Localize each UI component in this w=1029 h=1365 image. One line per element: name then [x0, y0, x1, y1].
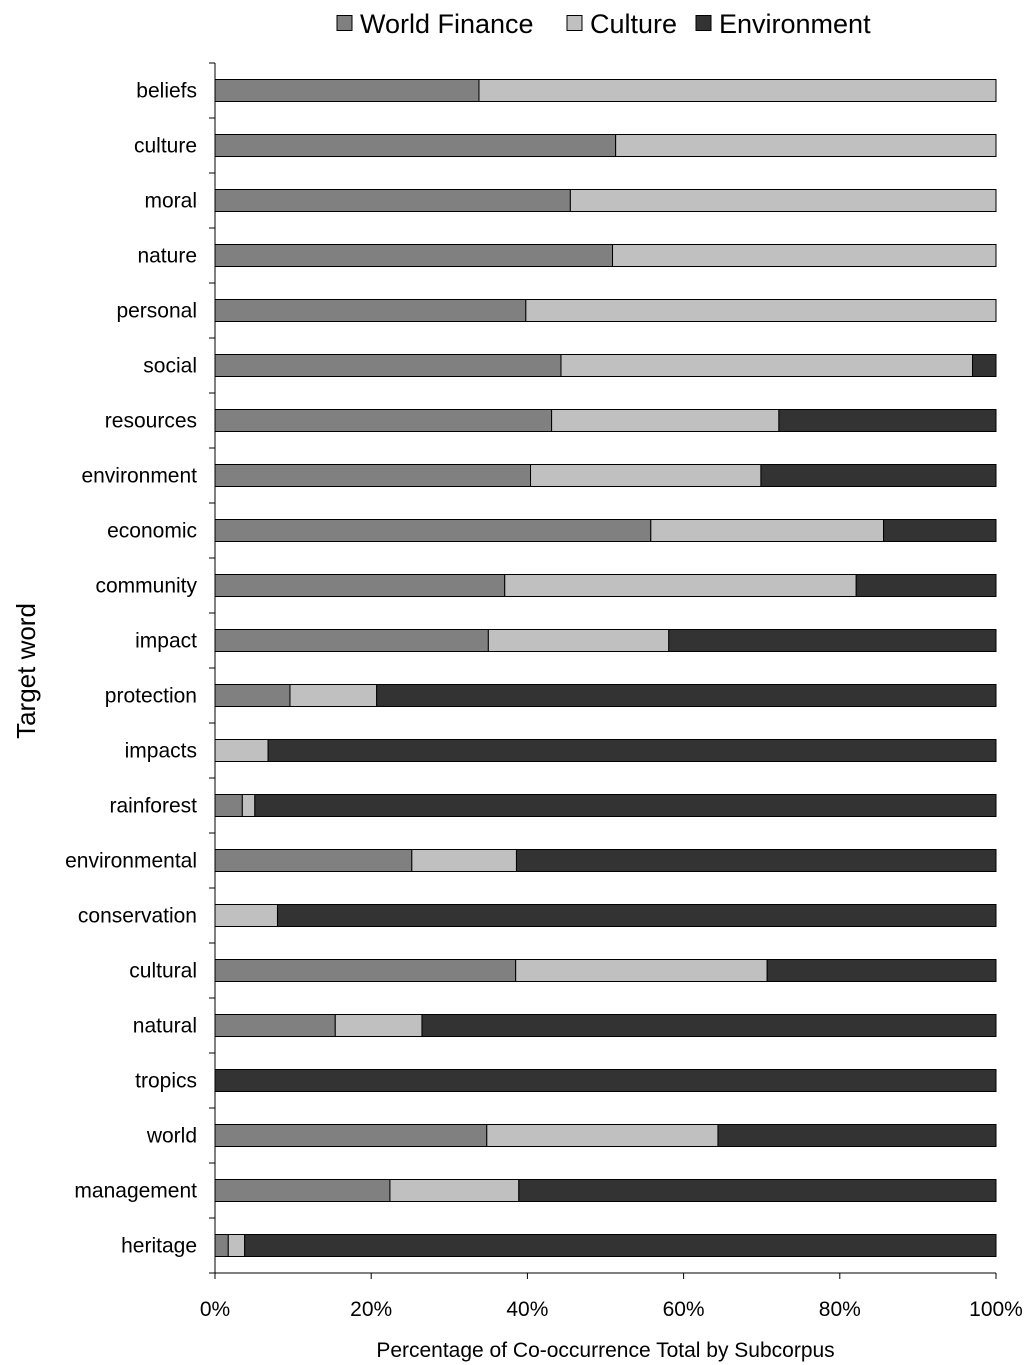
legend-label-world-finance: World Finance	[360, 9, 534, 39]
bar-cultural-world-finance	[214, 959, 517, 982]
y-tick-label-world: world	[146, 1125, 197, 1148]
y-tick-label-impacts: impacts	[125, 740, 197, 763]
x-axis-title: Percentage of Co-occurrence Total by Sub…	[376, 1339, 834, 1362]
bar-economic-culture	[650, 519, 885, 542]
bar-economic-environment	[883, 519, 997, 542]
y-tick-label-personal: personal	[116, 300, 197, 323]
bar-resources-environment	[778, 409, 997, 432]
bar-economic-world-finance	[214, 519, 652, 542]
bar-management-world-finance	[214, 1179, 391, 1202]
bar-beliefs-world-finance	[214, 79, 480, 102]
bar-tropics-environment	[214, 1069, 997, 1092]
bar-world-culture	[486, 1124, 719, 1147]
legend-swatch-environment	[695, 15, 712, 31]
bar-nature-world-finance	[214, 244, 614, 267]
y-tick-label-rainforest: rainforest	[109, 795, 197, 818]
bar-moral-culture	[569, 189, 997, 212]
bar-management-culture	[389, 1179, 520, 1202]
bar-natural-environment	[421, 1014, 997, 1037]
y-tick-label-social: social	[143, 355, 197, 378]
bar-community-culture	[504, 574, 857, 597]
bar-heritage-world-finance	[214, 1234, 229, 1257]
bar-personal-world-finance	[214, 299, 527, 322]
bar-resources-world-finance	[214, 409, 553, 432]
bar-rainforest-environment	[254, 794, 997, 817]
bar-cultural-culture	[515, 959, 768, 982]
x-tick-label-20: 20%	[350, 1298, 392, 1321]
y-tick-label-heritage: heritage	[121, 1235, 197, 1258]
y-tick-label-natural: natural	[133, 1015, 197, 1038]
bar-world-world-finance	[214, 1124, 488, 1147]
bars	[214, 79, 997, 1257]
bar-natural-culture	[334, 1014, 423, 1037]
bar-impacts-culture	[214, 739, 269, 762]
x-tick-label-100: 100%	[969, 1298, 1023, 1321]
bar-environmental-culture	[411, 849, 517, 872]
bar-rainforest-world-finance	[214, 794, 243, 817]
legend-label-culture: Culture	[590, 9, 677, 39]
y-tick-label-environmental: environmental	[65, 850, 197, 873]
y-tick-label-beliefs: beliefs	[136, 80, 197, 103]
legend: World Finance Culture Environment	[336, 9, 871, 39]
y-tick-label-resources: resources	[105, 410, 197, 433]
y-tick-label-nature: nature	[137, 245, 197, 268]
y-tick-label-culture: culture	[134, 135, 197, 158]
bar-cultural-environment	[766, 959, 997, 982]
bar-environment-culture	[530, 464, 762, 487]
y-tick-label-conservation: conservation	[78, 905, 197, 928]
bar-impact-world-finance	[214, 629, 489, 652]
bar-heritage-culture	[227, 1234, 246, 1257]
bar-rainforest-culture	[241, 794, 256, 817]
legend-label-environment: Environment	[719, 9, 871, 39]
y-axis-title: Target word	[11, 603, 41, 739]
bar-social-culture	[560, 354, 974, 377]
legend-swatch-world-finance	[336, 15, 353, 31]
bar-culture-culture	[615, 134, 997, 157]
bar-conservation-culture	[214, 904, 278, 927]
x-axis: 0% 20% 40% 60% 80% 100%	[200, 1272, 1023, 1321]
x-tick-label-0: 0%	[200, 1298, 230, 1321]
y-axis: beliefs culture moral nature personal social r…	[65, 62, 216, 1274]
bar-moral-world-finance	[214, 189, 571, 212]
bar-social-environment	[972, 354, 997, 377]
bar-environmental-world-finance	[214, 849, 413, 872]
bar-social-world-finance	[214, 354, 562, 377]
bar-environmental-environment	[515, 849, 997, 872]
x-tick-label-40: 40%	[506, 1298, 548, 1321]
bar-culture-world-finance	[214, 134, 617, 157]
bar-environment-world-finance	[214, 464, 532, 487]
bar-management-environment	[518, 1179, 997, 1202]
bar-natural-world-finance	[214, 1014, 336, 1037]
legend-swatch-culture	[566, 15, 583, 31]
bar-protection-culture	[289, 684, 378, 707]
bar-environment-environment	[760, 464, 997, 487]
bar-impact-culture	[487, 629, 670, 652]
bar-world-environment	[717, 1124, 997, 1147]
y-tick-label-community: community	[95, 575, 197, 598]
x-tick-label-60: 60%	[663, 1298, 705, 1321]
y-tick-label-tropics: tropics	[135, 1070, 197, 1093]
y-tick-label-environment: environment	[81, 465, 197, 488]
y-tick-label-impact: impact	[135, 630, 197, 653]
y-tick-label-moral: moral	[144, 190, 197, 213]
y-tick-label-economic: economic	[107, 520, 197, 543]
y-tick-label-protection: protection	[105, 685, 197, 708]
bar-community-world-finance	[214, 574, 506, 597]
bar-resources-culture	[551, 409, 780, 432]
bar-personal-culture	[525, 299, 997, 322]
bar-impacts-environment	[267, 739, 997, 762]
bar-nature-culture	[612, 244, 997, 267]
bar-community-environment	[855, 574, 997, 597]
y-tick-label-management: management	[74, 1180, 197, 1203]
x-tick-label-80: 80%	[819, 1298, 861, 1321]
y-tick-label-cultural: cultural	[129, 960, 197, 983]
bar-impact-environment	[668, 629, 997, 652]
bar-protection-world-finance	[214, 684, 291, 707]
bar-protection-environment	[376, 684, 997, 707]
bar-conservation-environment	[276, 904, 997, 927]
bar-heritage-environment	[244, 1234, 997, 1257]
bar-beliefs-culture	[478, 79, 997, 102]
